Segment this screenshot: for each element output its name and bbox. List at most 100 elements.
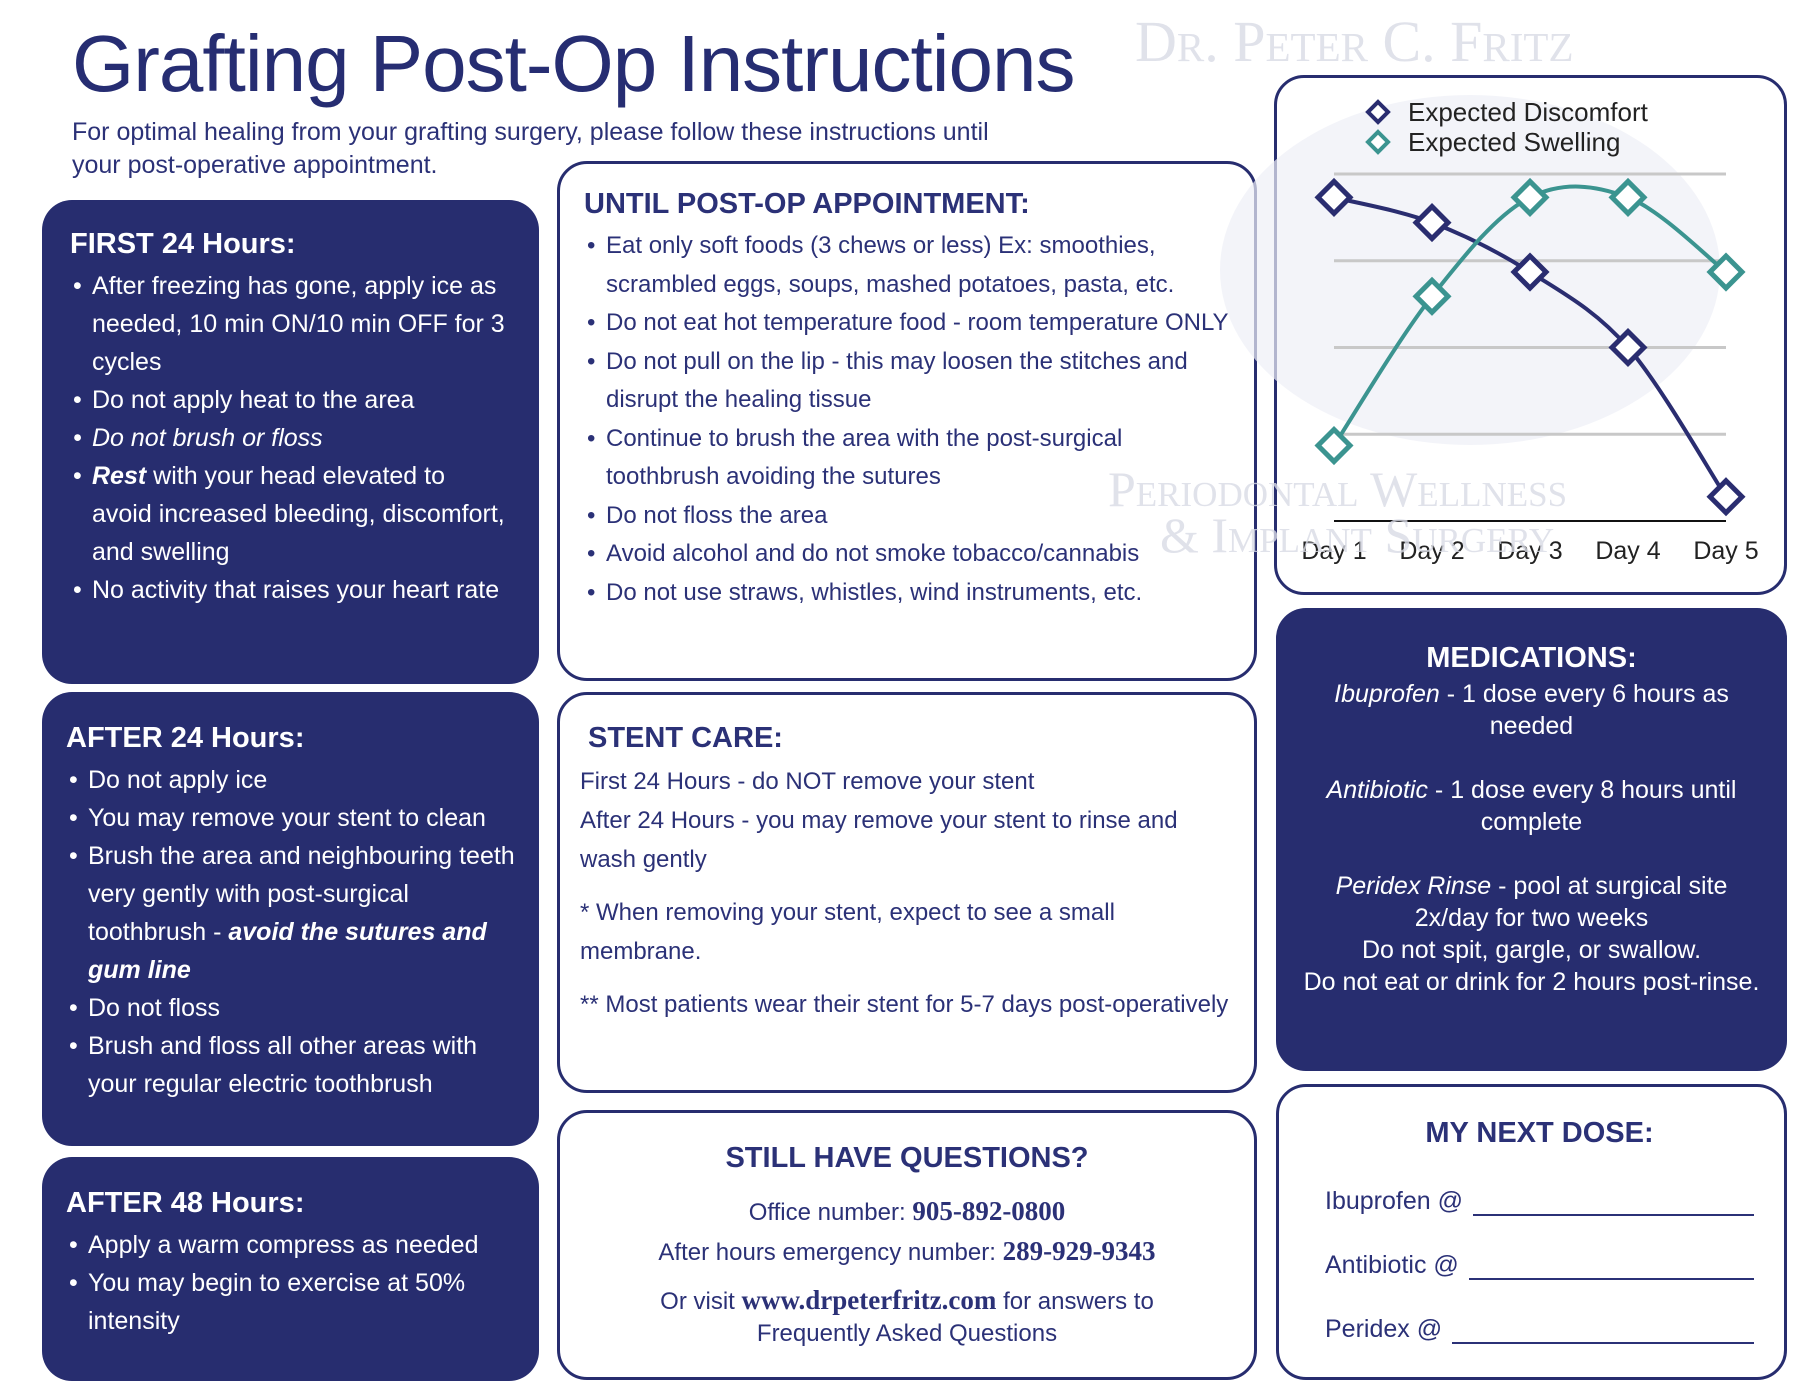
entry: Antibiotic - 1 dose every 8 hours until … [1298,774,1765,838]
office-line: Office number: 905-892-0800 [580,1192,1234,1232]
item-text: Brush the area and neighbouring teeth ve… [88,842,515,946]
list: Do not apply ice You may remove your ste… [66,761,515,1103]
data-point [1510,252,1550,292]
instructions: - 1 dose every 6 hours as needed [1446,680,1729,740]
legend-label: Expected Swelling [1408,127,1620,157]
list: Apply a warm compress as needed You may … [66,1226,515,1340]
label: Ibuprofen @ [1325,1187,1463,1215]
paragraph: * When removing your stent, expect to se… [580,899,1115,965]
item: Brush the area and neighbouring teeth ve… [69,837,515,989]
medications-box: MEDICATIONS: Ibuprofen - 1 dose every 6 … [1276,608,1787,1071]
data-point [1608,177,1648,217]
data-point [1706,252,1746,292]
legend-label: Expected Discomfort [1408,97,1649,127]
item-text: with your head elevated to avoid increas… [92,462,505,566]
item: Do not eat hot temperature food - room t… [587,304,1236,343]
website[interactable]: www.drpeterfritz.com [741,1285,997,1315]
item: Brush and floss all other areas with you… [69,1027,515,1103]
phone: 905-892-0800 [912,1196,1066,1226]
item: No activity that raises your heart rate [73,571,511,609]
heading: UNTIL POST-OP APPOINTMENT: [584,188,1030,220]
drug: Antibiotic [1326,776,1428,804]
item: After freezing has gone, apply ice as ne… [73,267,511,381]
logo-watermark [1220,95,1720,445]
label: Peridex @ [1325,1315,1443,1343]
list: After freezing has gone, apply ice as ne… [70,267,511,609]
dose-line: Ibuprofen @ [1325,1180,1754,1216]
heading: FIRST 24 Hours: [70,228,296,260]
item: You may begin to exercise at 50% intensi… [69,1264,515,1340]
entry: Ibuprofen - 1 dose every 6 hours as need… [1298,678,1765,742]
x-tick-label: Day 1 [1301,537,1366,565]
instructions: - 1 dose every 8 hours until complete [1434,776,1737,836]
dose-line: Antibiotic @ [1325,1244,1754,1280]
stent-care-box: STENT CARE: First 24 Hours - do NOT remo… [557,692,1257,1093]
item: Do not apply ice [69,761,515,799]
data-point [1314,425,1354,466]
until-appointment-box: UNTIL POST-OP APPOINTMENT: Eat only soft… [557,161,1257,681]
blank[interactable] [1472,1188,1754,1216]
subtitle: For optimal healing from your grafting s… [72,116,989,182]
item: You may remove your stent to clean [69,799,515,837]
entry: Peridex Rinse - pool at surgical site 2x… [1298,870,1765,934]
legend-marker [1365,99,1391,125]
heading: MEDICATIONS: [1426,642,1637,674]
paragraph: ** Most patients wear their stent for 5-… [580,991,1229,1018]
blank[interactable] [1468,1252,1754,1280]
instructions: - pool at surgical site 2x/day for two w… [1414,872,1728,932]
after-24-box: AFTER 24 Hours: Do not apply ice You may… [42,692,539,1146]
heading: AFTER 48 Hours: [66,1187,305,1219]
list: Eat only soft foods (3 chews or less) Ex… [584,227,1236,612]
title: Grafting Post-Op Instructions [72,19,1076,108]
heading: STENT CARE: [588,722,783,754]
heading: STILL HAVE QUESTIONS? [725,1142,1089,1174]
x-tick-label: Day 4 [1595,537,1660,565]
item: Rest with your head elevated to avoid in… [73,457,511,571]
heading: AFTER 24 Hours: [66,722,305,754]
item-emphasis: avoid the sutures and gum line [88,918,487,984]
after-48-box: AFTER 48 Hours: Apply a warm compress as… [42,1157,539,1381]
legend-marker [1365,129,1391,155]
item: Do not pull on the lip - this may loosen… [587,343,1236,420]
data-point [1608,327,1648,368]
item-emphasis: Rest [92,462,147,490]
data-point [1706,477,1746,517]
label: Antibiotic @ [1325,1251,1459,1279]
x-tick-label: Day 2 [1399,537,1464,565]
heading: MY NEXT DOSE: [1425,1117,1654,1149]
item: Eat only soft foods (3 chews or less) Ex… [587,227,1236,304]
blank[interactable] [1452,1316,1754,1344]
drug: Peridex Rinse [1335,872,1492,900]
instructions: Do not eat or drink for 2 hours post-rin… [1303,968,1760,996]
label: After hours emergency number: [658,1239,1003,1266]
label: Or visit [660,1288,742,1315]
item: Apply a warm compress as needed [69,1226,515,1264]
item: Do not use straws, whistles, wind instru… [587,574,1236,613]
subtitle-line: your post-operative appointment. [72,151,438,179]
questions-box: STILL HAVE QUESTIONS? Office number: 905… [557,1110,1257,1380]
item: Do not floss the area [587,497,1236,536]
instructions: Do not spit, gargle, or swallow. [1361,936,1702,964]
drug: Ibuprofen [1334,680,1440,708]
item: Do not floss [69,989,515,1027]
data-point [1510,177,1550,217]
item: Do not brush or floss [73,419,511,457]
label: Office number: [748,1199,913,1226]
item: Avoid alcohol and do not smoke tobacco/c… [587,535,1236,574]
label: for answers to [996,1288,1154,1315]
phone: 289-929-9343 [1002,1236,1156,1266]
emergency-line: After hours emergency number: 289-929-93… [580,1232,1234,1272]
data-point [1412,276,1452,316]
next-dose-box: MY NEXT DOSE: Ibuprofen @ Antibiotic @ P… [1276,1084,1787,1380]
x-tick-label: Day 3 [1497,537,1562,565]
visit-line: Or visit www.drpeterfritz.com for answer… [580,1284,1234,1350]
first-24-box: FIRST 24 Hours: After freezing has gone,… [42,200,539,684]
item: Continue to brush the area with the post… [587,420,1236,497]
subtitle-line: For optimal healing from your grafting s… [72,118,989,146]
item: Do not apply heat to the area [73,381,511,419]
paragraph: First 24 Hours - do NOT remove your sten… [580,768,1035,795]
data-point [1314,177,1354,217]
x-tick-label: Day 5 [1693,537,1758,565]
